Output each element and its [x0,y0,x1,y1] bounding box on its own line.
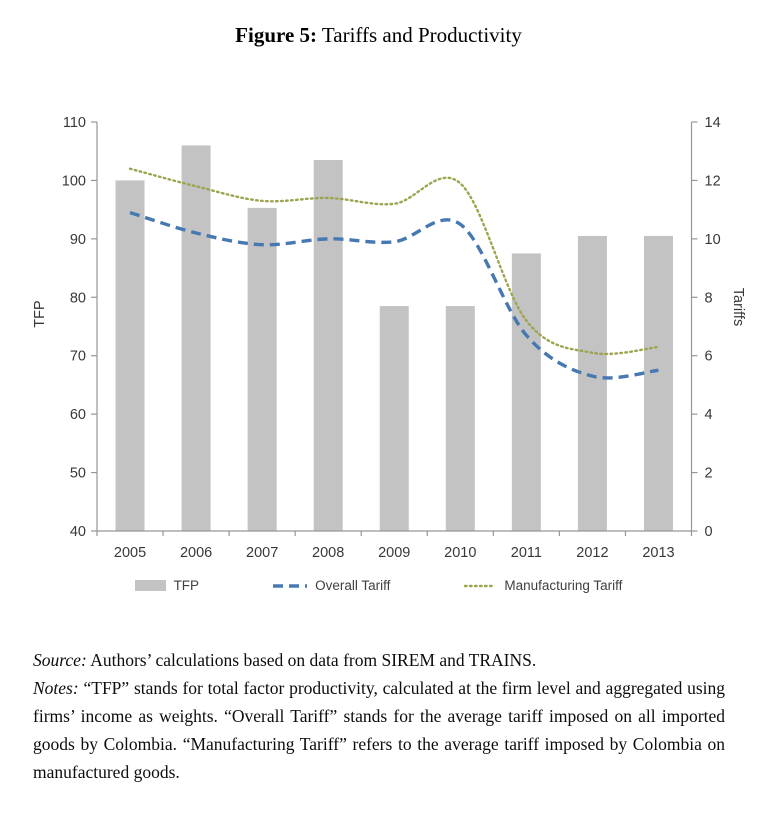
x-axis-year-label: 2013 [642,545,674,561]
x-axis-year-label: 2010 [444,545,476,561]
figure-notes: Source: Authors’ calculations based on d… [33,646,725,786]
legend-label-tfp: TFP [173,578,200,593]
left-axis-tick-label: 60 [70,407,86,423]
notes-text: “TFP” stands for total factor productivi… [33,678,726,782]
figure-caption: Tariffs and Productivity [321,23,522,47]
legend-item-manufacturing-tariff: Manufacturing Tariff [464,578,622,593]
notes-paragraph: Notes: “TFP” stands for total factor pro… [33,674,725,786]
x-axis-year-label: 2009 [378,545,410,561]
x-axis-year-label: 2008 [312,545,344,561]
right-axis-tick-label: 2 [705,466,713,482]
left-axis-tick-label: 40 [70,524,86,540]
right-axis-tick-label: 8 [705,290,713,306]
tfp-bar-2007 [247,207,277,531]
tfp-bar-2012 [577,235,607,531]
x-axis-year-label: 2006 [180,545,212,561]
legend-label-manufacturing-tariff: Manufacturing Tariff [504,578,623,593]
chart-legend: TFP Overall Tariff Manufacturing Tariff [0,578,757,593]
left-axis-tick-label: 90 [70,232,86,248]
right-axis-tick-label: 10 [705,232,721,248]
tfp-bar-2008 [313,159,343,531]
legend-item-overall-tariff: Overall Tariff [273,578,390,593]
left-axis-title: TFP [32,300,48,327]
right-axis-tick-label: 14 [705,115,721,131]
right-axis-title: Tariffs [730,288,746,326]
x-axis-year-label: 2012 [576,545,608,561]
legend-item-tfp: TFP [134,578,200,593]
right-axis-tick-label: 0 [705,524,713,540]
left-axis-tick-label: 100 [62,173,86,189]
tfp-bar-2009 [379,306,409,531]
tfp-bar-2010 [445,306,475,531]
figure-title: Figure 5: Tariffs and Productivity [0,23,757,48]
legend-label-overall-tariff: Overall Tariff [315,578,391,593]
x-axis-year-label: 2005 [114,545,146,561]
x-axis-year-label: 2007 [246,545,278,561]
manufacturing-tariff-dot-swatch-icon [464,584,497,587]
source-text: Authors’ calculations based on data from… [90,650,537,670]
figure-number-label: Figure 5: [235,23,318,47]
overall-tariff-dash-swatch-icon [273,583,308,588]
left-axis-tick-label: 50 [70,466,86,482]
tfp-bar-2013 [643,235,673,531]
tfp-bar-2005 [115,180,145,531]
left-axis-tick-label: 70 [70,349,86,365]
tfp-bar-swatch-icon [134,580,166,591]
tariffs-productivity-chart: 40 50 60 70 80 90 100 110 0 2 4 6 8 10 12 14 2005 2006 200… [32,115,746,561]
source-label: Source: [33,650,87,670]
left-axis-tick-label: 80 [70,290,86,306]
source-line: Source: Authors’ calculations based on d… [33,646,725,674]
right-axis-tick-label: 6 [705,349,713,365]
notes-label: Notes: [33,678,79,698]
manufacturing-tariff-line [128,167,660,356]
tfp-bar-2011 [511,253,541,531]
overall-tariff-line [129,210,659,380]
left-axis-tick-label: 110 [63,115,86,131]
right-axis-tick-label: 4 [705,407,713,423]
right-axis-tick-label: 12 [705,173,721,189]
x-axis-year-label: 2011 [511,545,542,561]
tfp-bar-2006 [181,145,211,531]
